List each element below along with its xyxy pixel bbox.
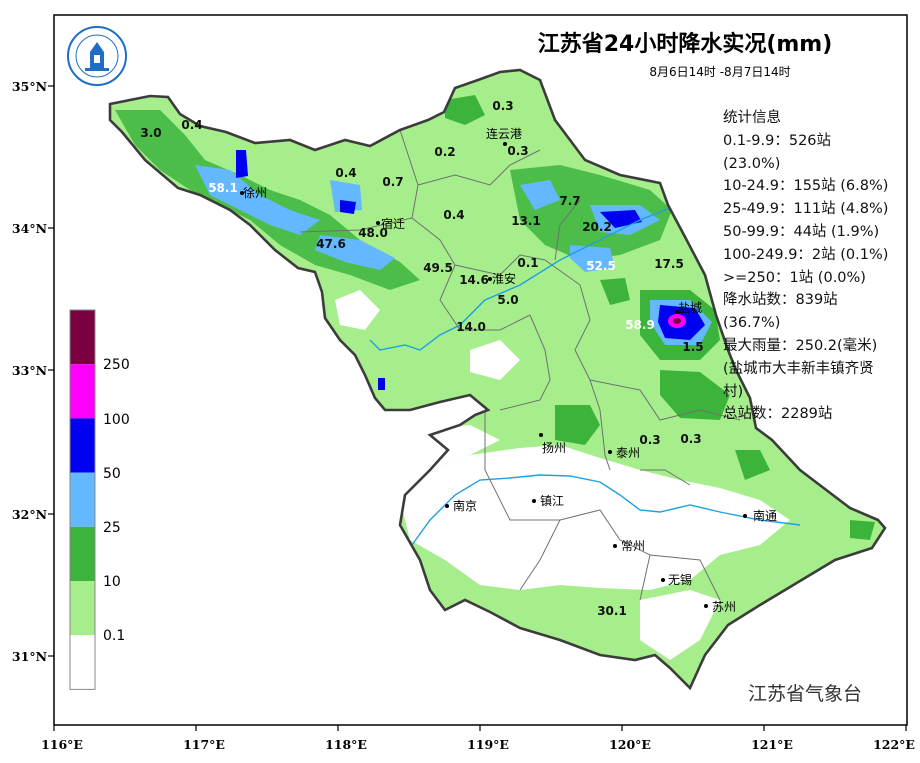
stats-line: 50-99.9：44站 (1.9%) (723, 223, 880, 240)
city-label: 宿迁 (381, 216, 405, 231)
legend-label: 250 (103, 357, 130, 373)
stats-line: 100-249.9：2站 (0.1%) (723, 246, 889, 263)
city-label: 徐州 (243, 185, 267, 200)
rain-value: 0.7 (382, 175, 403, 189)
rain-value: 1.5 (682, 340, 703, 354)
stats-line: 最大雨量：250.2(毫米) (723, 337, 878, 354)
legend-colorbar (69, 309, 96, 690)
city-label: 扬州 (542, 440, 566, 455)
city-label: 南通 (753, 508, 777, 523)
lat-tick: 34°N (12, 221, 47, 236)
map-subtitle: 8月6日14时 -8月7日14时 (649, 65, 791, 79)
rain-value: 14.6 (459, 273, 489, 287)
rain-value: 0.2 (434, 145, 455, 159)
agency-logo (67, 26, 127, 86)
lon-tick: 118°E (325, 737, 367, 752)
rain-value: 0.4 (443, 208, 464, 222)
legend-label: 10 (103, 574, 121, 590)
stats-line: (23.0%) (723, 155, 781, 172)
lon-tick: 121°E (751, 737, 793, 752)
lon-tick: 119°E (467, 737, 509, 752)
map-title: 江苏省24小时降水实况(mm) (537, 32, 833, 57)
rain-value: 58.1 (208, 181, 238, 195)
city-label: 无锡 (668, 572, 692, 587)
rain-value: 0.1 (517, 256, 538, 270)
legend-swatch (70, 310, 95, 365)
city-label: 镇江 (540, 494, 564, 508)
city-label: 泰州 (616, 446, 640, 460)
lon-tick: 120°E (609, 737, 651, 752)
agency-name: 江苏省气象台 (748, 683, 863, 705)
stats-heading: 统计信息 (723, 110, 781, 126)
stats-line: 25-49.9：111站 (4.8%) (723, 201, 889, 218)
rain-value: 7.7 (559, 194, 580, 208)
city-label: 苏州 (712, 600, 736, 614)
city-label: 南京 (453, 498, 477, 513)
stats-line: (盐城市大丰新丰镇齐贤 (723, 360, 874, 377)
rain-value: 0.3 (680, 432, 701, 446)
legend-label: 50 (103, 466, 121, 482)
rain-value: 5.0 (497, 293, 518, 307)
stats-line: (36.7%) (723, 315, 781, 332)
stats-line: 降水站数：839站 (723, 292, 838, 309)
rain-value: 0.3 (507, 144, 528, 158)
stats-line: 10-24.9：155站 (6.8%) (723, 178, 889, 195)
stats-line: 村) (723, 383, 744, 400)
statistics-panel: 统计信息 0.1-9.9：526站 (23.0%) 10-24.9：155站 (… (723, 107, 903, 426)
city-label: 连云港 (486, 126, 522, 141)
legend-swatch (70, 364, 95, 419)
rain-value: 13.1 (511, 214, 541, 228)
rain-value: 3.0 (140, 126, 161, 140)
stats-line: >=250：1站 (0.0%) (723, 269, 866, 286)
lat-tick: 35°N (12, 79, 47, 94)
rain-value: 0.4 (335, 166, 356, 180)
rain-value: 47.6 (316, 237, 346, 251)
legend-label: 100 (103, 412, 130, 428)
stats-line: 0.1-9.9：526站 (723, 132, 832, 149)
lon-tick: 117°E (183, 737, 225, 752)
legend-outline (69, 309, 96, 690)
legend-swatch (70, 526, 95, 581)
lat-tick: 31°N (12, 649, 47, 664)
legend-swatch (70, 635, 95, 690)
rain-value: 30.1 (597, 604, 627, 618)
city-label: 淮安 (492, 271, 516, 286)
city-label: 常州 (621, 539, 645, 553)
rain-value: 52.5 (586, 259, 616, 273)
rain-value: 49.5 (423, 261, 453, 275)
lat-tick: 33°N (12, 363, 47, 378)
lon-tick: 116°E (41, 737, 83, 752)
city-label: 盐城 (678, 301, 702, 315)
stats-line: 总站数：2289站 (723, 406, 833, 423)
legend-swatch (70, 472, 95, 527)
rain-value: 0.3 (492, 99, 513, 113)
rain-value: 14.0 (456, 320, 486, 334)
rain-value: 48.0 (358, 226, 388, 240)
rain-value: 0.4 (181, 118, 202, 132)
legend-label: 25 (103, 520, 121, 536)
rain-value: 20.2 (582, 220, 612, 234)
rain-value: 58.9 (625, 318, 655, 332)
rain-value: 17.5 (654, 257, 684, 271)
legend-swatch (70, 418, 95, 473)
legend-swatch (70, 581, 95, 636)
lat-tick: 32°N (12, 507, 47, 522)
lon-tick: 122°E (873, 737, 915, 752)
rain-value: 0.3 (639, 433, 660, 447)
legend-label: 0.1 (103, 628, 126, 644)
